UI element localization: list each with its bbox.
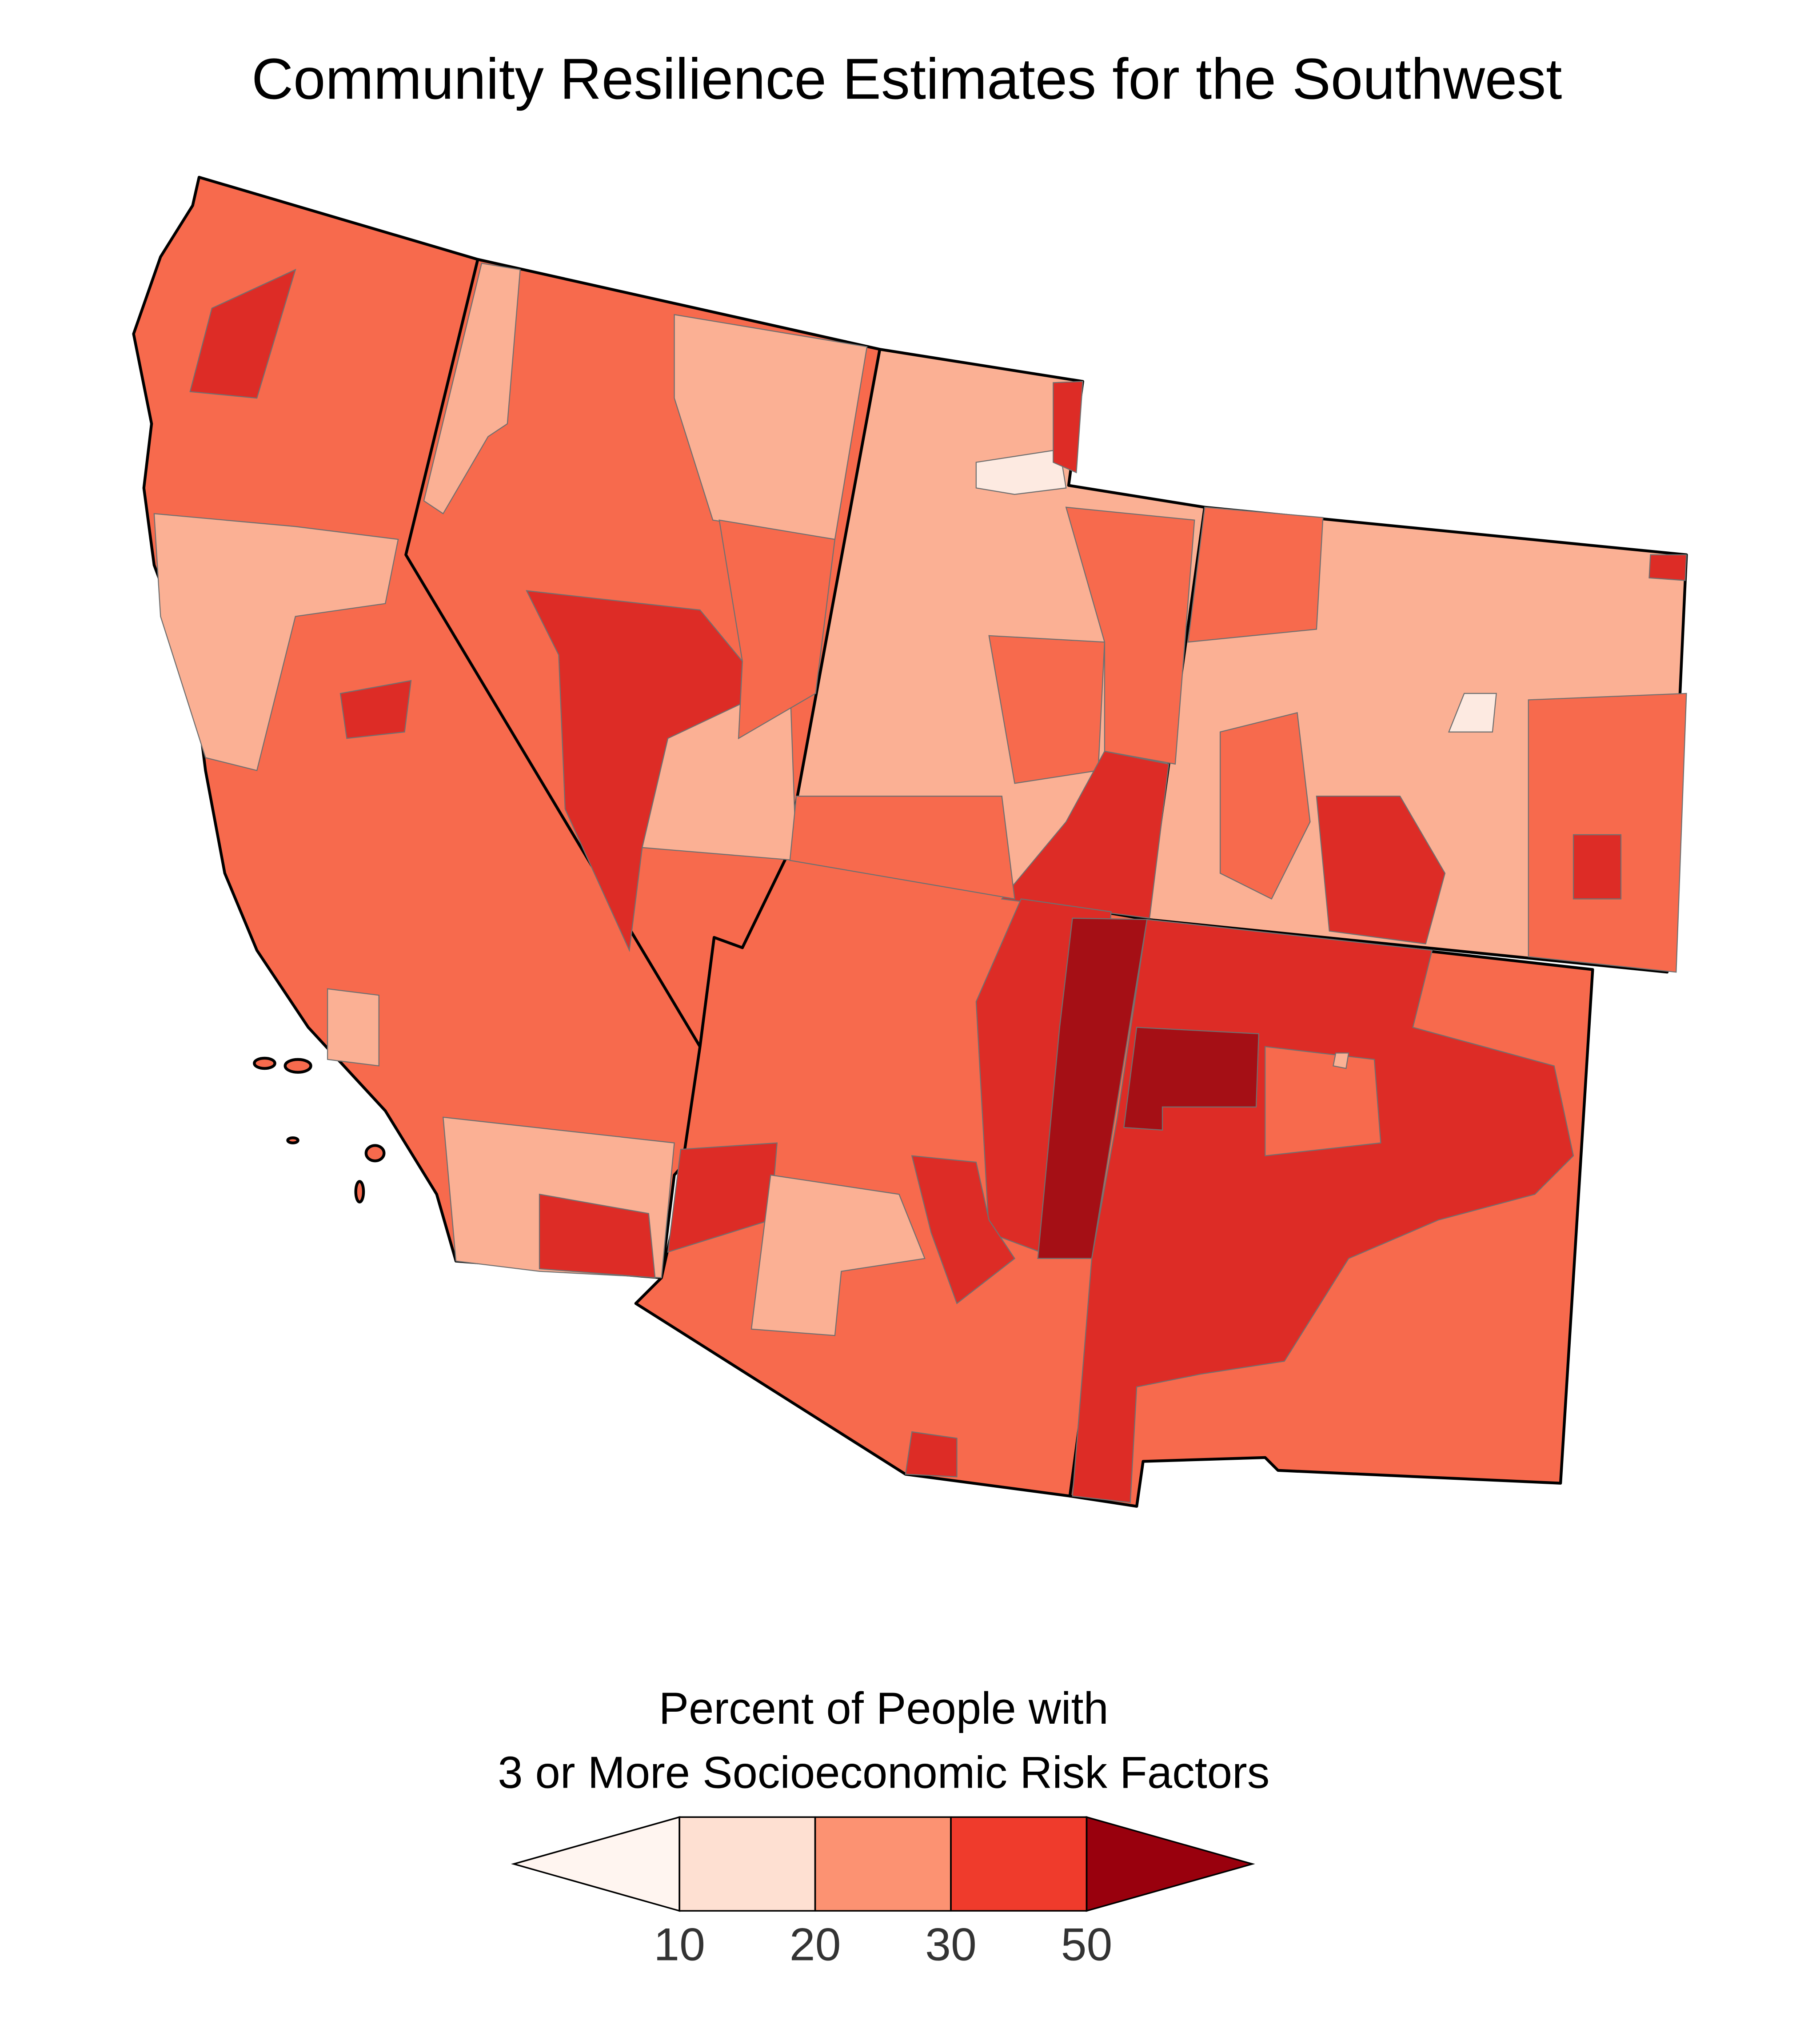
county-region xyxy=(539,1193,656,1279)
map xyxy=(132,175,1688,1508)
legend-title: Percent of People with xyxy=(659,1683,1109,1733)
title: Community Resilience Estimates for the S… xyxy=(251,46,1562,111)
island xyxy=(364,1144,386,1163)
county-region xyxy=(1065,506,1195,765)
colorbar-extension xyxy=(511,1816,680,1912)
county-region xyxy=(1528,693,1687,973)
county-region xyxy=(1648,554,1687,581)
county-region xyxy=(911,1155,1016,1304)
county-region xyxy=(423,263,521,514)
county-region xyxy=(339,680,412,739)
colorbar-segment xyxy=(950,1816,1088,1912)
county-region xyxy=(1265,1046,1381,1156)
county-region xyxy=(718,519,836,740)
county-region xyxy=(1219,712,1311,900)
county-region xyxy=(189,268,296,399)
island xyxy=(354,1180,365,1203)
colorbar-segment xyxy=(814,1816,952,1912)
colorbar-tick-label: 10 xyxy=(654,1919,705,1971)
county-region xyxy=(327,988,379,1067)
county-region xyxy=(1037,917,1148,1259)
county-region xyxy=(789,796,1015,900)
colorbar-tick-label: 20 xyxy=(790,1919,841,1971)
colorbar-tick-label: 30 xyxy=(925,1919,977,1971)
county-region xyxy=(1316,796,1446,944)
county-region xyxy=(750,1174,926,1336)
county-region xyxy=(905,1431,958,1478)
county-region xyxy=(1123,1027,1259,1131)
county-region xyxy=(975,449,1067,495)
colorbar-segment xyxy=(679,1816,816,1912)
legend: Percent of People with 3 or More Socioec… xyxy=(498,1683,1269,1971)
county-region xyxy=(1448,693,1497,733)
colorbar-tick-label: 50 xyxy=(1061,1919,1113,1971)
county-region xyxy=(1187,506,1324,643)
county-region xyxy=(153,513,399,771)
county-region xyxy=(1333,1052,1349,1069)
colorbar-extension xyxy=(1086,1816,1255,1912)
county-region xyxy=(1573,834,1622,900)
island xyxy=(283,1058,312,1074)
island xyxy=(286,1136,299,1144)
county-region xyxy=(1053,381,1084,474)
legend-title: 3 or More Socioeconomic Risk Factors xyxy=(498,1747,1269,1797)
island xyxy=(253,1056,276,1070)
